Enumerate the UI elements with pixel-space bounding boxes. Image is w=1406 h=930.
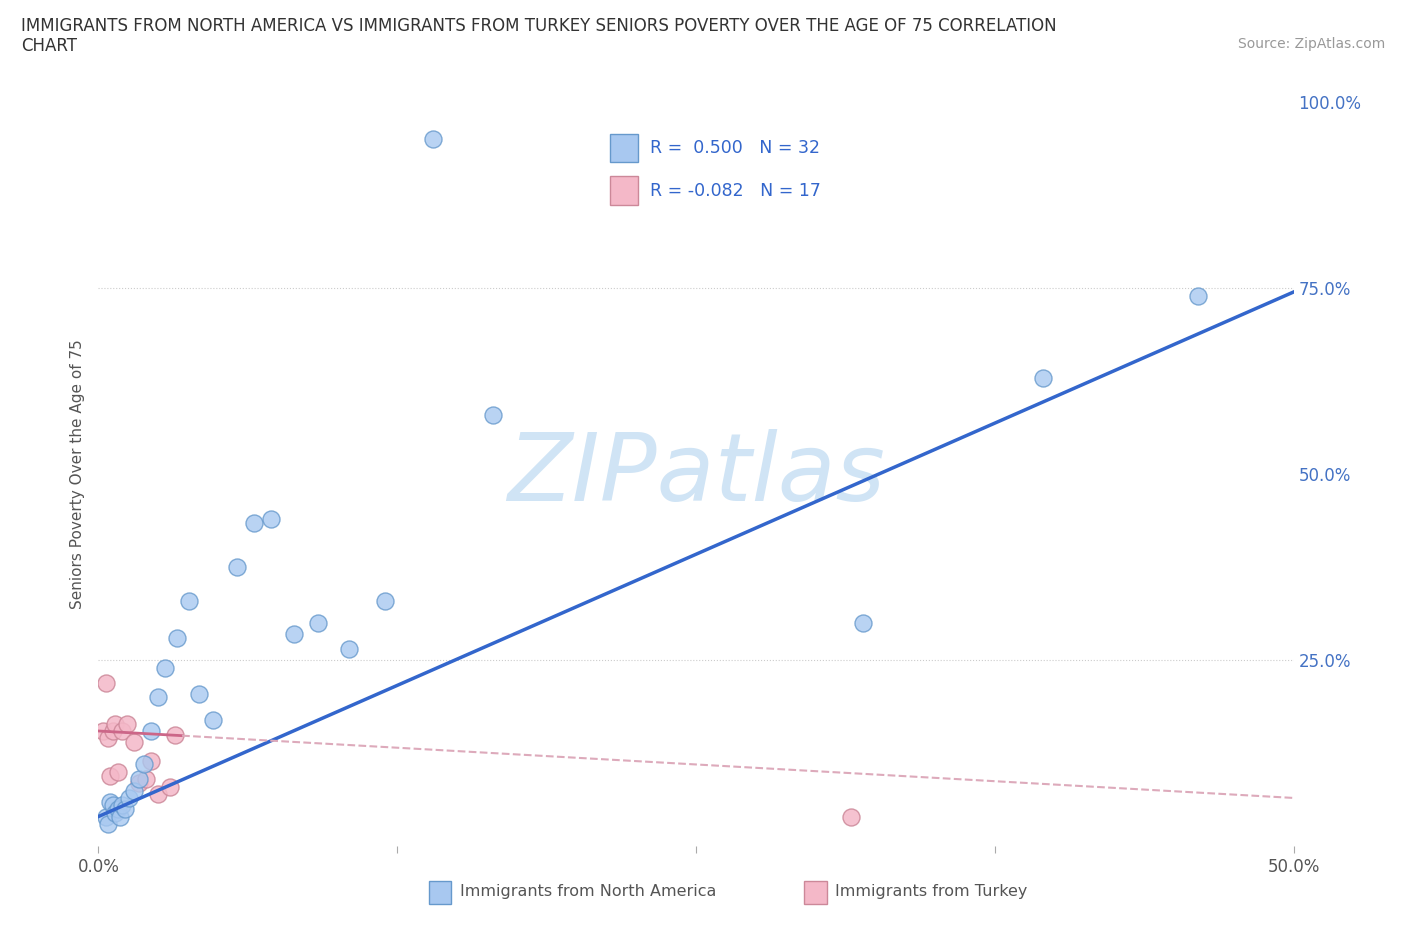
Point: [132, 757, 155, 772]
Bar: [610, 134, 638, 162]
Point: [97, 731, 120, 746]
Text: Immigrants from Turkey: Immigrants from Turkey: [835, 884, 1028, 899]
Point: [1187, 288, 1209, 303]
Text: IMMIGRANTS FROM NORTH AMERICA VS IMMIGRANTS FROM TURKEY SENIORS POVERTY OVER THE: IMMIGRANTS FROM NORTH AMERICA VS IMMIGRA…: [21, 17, 1057, 34]
Point: [139, 753, 162, 768]
Point: [852, 616, 875, 631]
Point: [139, 724, 162, 738]
Point: [128, 772, 150, 787]
Point: [422, 132, 444, 147]
Point: [98, 794, 122, 809]
Point: [114, 802, 136, 817]
Point: [135, 772, 157, 787]
Point: [163, 727, 186, 742]
Point: [166, 631, 188, 645]
Point: [111, 724, 134, 738]
Point: [124, 735, 146, 750]
Point: [94, 675, 117, 690]
Text: Source: ZipAtlas.com: Source: ZipAtlas.com: [1237, 37, 1385, 51]
Point: [104, 805, 127, 820]
Point: [283, 627, 305, 642]
Point: [148, 690, 170, 705]
Point: [104, 716, 127, 731]
Point: [187, 686, 209, 701]
Point: [118, 790, 141, 805]
Y-axis label: Seniors Poverty Over the Age of 75: Seniors Poverty Over the Age of 75: [70, 339, 86, 609]
Point: [243, 515, 266, 530]
Point: [94, 809, 117, 824]
Point: [179, 593, 201, 608]
Point: [339, 642, 360, 657]
Point: [124, 783, 146, 798]
Point: [101, 798, 124, 813]
Point: [1032, 370, 1054, 385]
Point: [97, 817, 120, 831]
Point: [259, 512, 281, 526]
Point: [91, 724, 114, 738]
Bar: [610, 177, 638, 205]
Point: [115, 716, 138, 731]
Point: [111, 798, 134, 813]
Point: [155, 660, 177, 675]
Text: R = -0.082   N = 17: R = -0.082 N = 17: [650, 181, 821, 200]
Point: [226, 560, 249, 575]
Point: [108, 809, 131, 824]
Point: [101, 724, 124, 738]
Text: Immigrants from North America: Immigrants from North America: [460, 884, 716, 899]
Text: CHART: CHART: [21, 37, 77, 55]
Point: [307, 616, 329, 631]
Point: [159, 779, 181, 794]
Point: [98, 768, 122, 783]
Point: [148, 787, 170, 802]
Point: [841, 809, 863, 824]
Point: [128, 776, 150, 790]
Point: [107, 764, 129, 779]
Point: [374, 593, 396, 608]
Point: [202, 712, 225, 727]
Text: ZIPatlas: ZIPatlas: [508, 429, 884, 520]
Point: [107, 802, 129, 817]
Point: [481, 407, 505, 422]
Text: R =  0.500   N = 32: R = 0.500 N = 32: [650, 139, 820, 157]
